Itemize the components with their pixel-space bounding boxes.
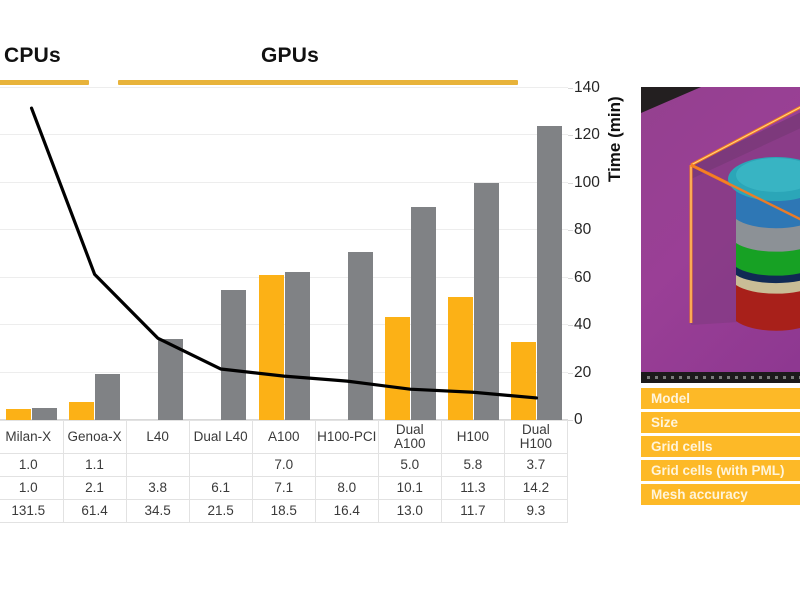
table-cell: 9.3 <box>503 499 569 523</box>
bar-gray <box>347 251 373 420</box>
group-heading-cpus: CPUs <box>4 44 61 67</box>
bar-gray <box>473 182 499 420</box>
y-axis-tick-label: 60 <box>574 268 592 286</box>
y-axis-tick-label: 140 <box>574 79 600 96</box>
table-cell: 11.3 <box>440 476 505 500</box>
axis-baseline <box>0 419 568 420</box>
table-cell <box>314 453 379 477</box>
table-cell: 1.1 <box>62 453 127 477</box>
y-axis-tick-mark <box>568 420 573 421</box>
table-cell <box>188 453 253 477</box>
y-axis: 0 20 40 60 80 100 120 140 <box>568 79 612 428</box>
table-header-cell: Dual L40 <box>188 420 253 454</box>
table-header-cell: H100 <box>440 420 505 454</box>
y-axis-tick-mark <box>568 230 573 232</box>
table-cell: 2.1 <box>62 476 127 500</box>
bar-gray <box>410 206 436 420</box>
table-cell: 61.4 <box>62 499 127 523</box>
table-cell: 131.5 <box>0 499 64 523</box>
table-row: 131.5 61.4 34.5 21.5 18.5 16.4 13.0 11.7 9.3 <box>0 499 569 523</box>
table-cell: 6.1 <box>188 476 253 500</box>
y-axis-tick-label: 120 <box>574 126 600 144</box>
bar-chart-plot-area <box>0 87 568 420</box>
table-cell: 3.8 <box>125 476 190 500</box>
bar-orange <box>69 402 95 420</box>
bar-gray <box>284 271 310 420</box>
table-cell: 3.7 <box>503 453 569 477</box>
table-header-cell: Milan-X <box>0 420 64 454</box>
y-axis-tick-mark <box>568 135 573 137</box>
bar-orange <box>384 316 410 420</box>
table-cell: 7.1 <box>251 476 316 500</box>
table-cell: 10.1 <box>377 476 442 500</box>
table-cell: 5.0 <box>377 453 442 477</box>
table-cell: 1.0 <box>0 453 64 477</box>
bar-orange <box>258 275 284 420</box>
bar-orange <box>447 296 473 420</box>
table-cell: 1.0 <box>0 476 64 500</box>
legend-row: Grid cells <box>641 436 800 457</box>
render-caption-strip <box>641 372 800 383</box>
table-cell: 14.2 <box>503 476 569 500</box>
group-rule-cpus <box>0 80 89 85</box>
bar-gray <box>95 373 121 420</box>
table-header-cell: A100 <box>251 420 316 454</box>
y-axis-tick-mark <box>568 182 573 184</box>
group-heading-gpus: GPUs <box>261 44 319 67</box>
table-header-cell: L40 <box>125 420 190 454</box>
table-header-cell: H100-PCI <box>314 420 379 454</box>
table-cell: 8.0 <box>314 476 379 500</box>
y-axis-title: Time (min) <box>605 96 624 182</box>
render-geometry <box>689 105 800 331</box>
bar-gray <box>32 408 58 420</box>
bar-gray <box>158 339 184 420</box>
y-axis-tick-label: 40 <box>574 316 592 334</box>
table-cell: 5.8 <box>440 453 505 477</box>
gridline <box>0 134 568 136</box>
y-axis-tick-label: 0 <box>574 411 583 428</box>
table-cell: 7.0 <box>251 453 316 477</box>
table-row: 1.0 2.1 3.8 6.1 7.1 8.0 10.1 11.3 14.2 <box>0 476 569 500</box>
spec-legend-panel: Model Size Grid cells Grid cells (with PML)… <box>641 388 800 508</box>
table-cell <box>125 453 190 477</box>
table-cell: 11.7 <box>440 499 505 523</box>
table-cell: 16.4 <box>314 499 379 523</box>
data-table-body: Milan-X Genoa-X L40 Dual L40 A100 H100-PCI Dua… <box>0 420 569 523</box>
table-header-cell: Dual A100 <box>377 420 442 454</box>
legend-row: Model <box>641 388 800 409</box>
y-axis-tick-label: 20 <box>574 363 592 381</box>
y-axis-tick-mark <box>568 325 573 327</box>
table-cell: 21.5 <box>188 499 253 523</box>
y-axis-tick-mark <box>568 372 573 374</box>
data-table: Milan-X Genoa-X L40 Dual L40 A100 H100-PCI Dua… <box>0 420 569 523</box>
table-cell: 13.0 <box>377 499 442 523</box>
table-header-cell: Dual H100 <box>503 420 569 454</box>
legend-row: Grid cells (with PML) <box>641 460 800 481</box>
table-cell: 18.5 <box>251 499 316 523</box>
y-axis-tick-label: 100 <box>574 173 600 191</box>
bar-gray <box>536 125 562 420</box>
group-rule-gpus <box>118 80 518 85</box>
y-axis-tick-label: 80 <box>574 221 592 239</box>
y-axis-tick-mark <box>568 277 573 279</box>
bar-orange <box>6 409 32 420</box>
table-cell: 34.5 <box>125 499 190 523</box>
y-axis-tick-mark <box>568 88 573 89</box>
table-header-row: Milan-X Genoa-X L40 Dual L40 A100 H100-PCI Dua… <box>0 420 569 454</box>
table-header-cell: Genoa-X <box>62 420 127 454</box>
gridline <box>0 87 568 88</box>
legend-row: Mesh accuracy <box>641 484 800 505</box>
bar-gray <box>221 289 247 420</box>
legend-row: Size <box>641 412 800 433</box>
simulation-render-image <box>641 87 800 383</box>
bar-orange <box>510 341 536 420</box>
table-row: 1.0 1.1 7.0 5.0 5.8 3.7 <box>0 453 569 477</box>
